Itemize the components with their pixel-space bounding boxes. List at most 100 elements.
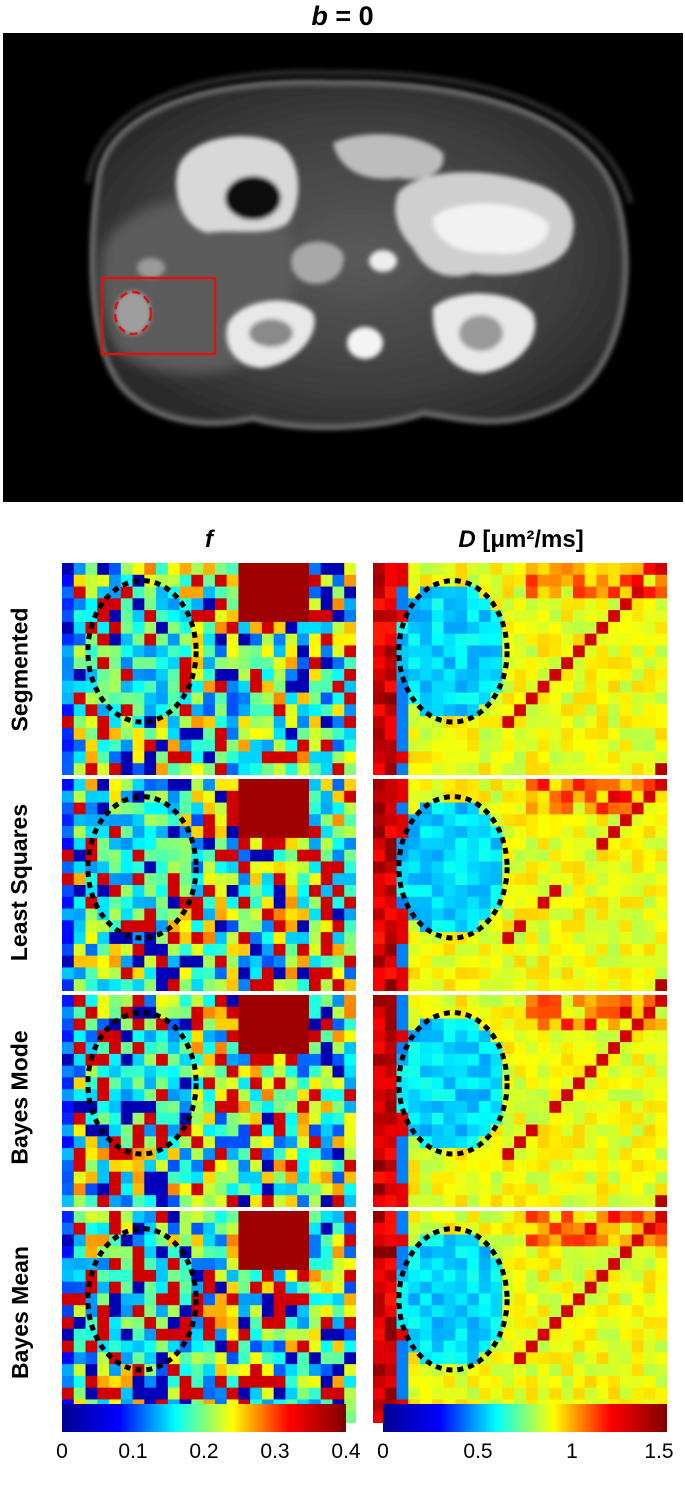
map-pixel [273,692,287,705]
map-pixel [62,1387,75,1401]
map-pixel [572,814,586,827]
map-pixel [373,1364,386,1377]
map-pixel [584,849,598,863]
map-pixel [373,1159,386,1173]
map-pixel [525,586,539,599]
map-pixel [619,669,633,682]
map-pixel [525,1364,539,1377]
map-pixel [132,1305,145,1318]
map-pixel [261,790,275,804]
map-pixel [572,586,586,599]
map-pixel [73,908,87,921]
map-pixel [250,1340,263,1353]
map-pixel [561,1281,574,1295]
map-pixel [250,1124,263,1137]
map-pixel [156,908,169,921]
map-pixel [73,861,87,874]
map-pixel [478,1053,492,1067]
map-pixel [191,1159,204,1173]
map-pixel [384,1171,398,1185]
map-pixel [373,1211,386,1224]
map-pixel [297,1006,310,1020]
map-pixel [238,1112,251,1126]
map-pixel [561,1269,574,1283]
map-pixel [420,861,433,874]
map-pixel [238,885,251,898]
map-pixel [537,979,550,991]
map-pixel [191,680,204,694]
map-pixel [332,1042,345,1055]
map-pixel [396,1030,409,1043]
map-pixel [238,1101,251,1114]
map-pixel [608,790,621,804]
map-pixel [572,621,586,635]
map-pixel [420,1077,433,1090]
map-pixel [73,826,87,839]
map-pixel [478,739,492,753]
map-pixel [420,873,433,886]
map-pixel [203,979,216,991]
map-pixel [226,1112,239,1126]
map-pixel [238,1042,251,1055]
map-pixel [408,955,421,969]
map-pixel [502,1018,515,1031]
map-pixel [455,657,468,670]
map-pixel [73,873,87,886]
map-pixel [179,645,192,658]
map-pixel [525,1006,539,1020]
map-pixel [455,1234,468,1247]
map-pixel [73,885,87,898]
map-pixel [467,779,480,792]
map-pixel [596,849,609,863]
map-pixel [608,1159,621,1173]
map-pixel [514,1222,527,1236]
map-pixel [320,1246,334,1259]
map-pixel [73,1375,87,1389]
map-pixel [443,1234,456,1247]
map-pixel [631,586,645,599]
map-pixel [250,669,263,682]
map-pixel [584,837,598,851]
map-pixel [203,1269,216,1283]
map-pixel [584,1222,598,1236]
map-pixel [332,1171,345,1185]
map-pixel [490,1159,503,1173]
map-pixel [332,645,345,658]
map-pixel [420,751,433,764]
map-pixel [120,680,134,694]
map-pixel [97,1258,110,1271]
map-pixel [144,1211,157,1224]
map-pixel [238,1258,251,1271]
map-pixel [655,1112,667,1126]
map-pixel [396,1136,409,1149]
map-pixel [514,920,527,933]
map-pixel [572,837,586,851]
map-pixel [226,826,239,839]
map-pixel [490,861,503,874]
map-pixel [514,1159,527,1173]
map-pixel [62,1077,75,1090]
map-pixel [320,1030,334,1043]
map-pixel [396,669,409,682]
map-pixel [214,967,228,980]
map-pixel [285,598,298,611]
map-pixel [455,1183,468,1196]
map-pixel [226,763,239,775]
map-pixel [572,932,586,945]
map-pixel [619,932,633,945]
map-pixel [396,1375,409,1389]
map-pixel [285,739,298,753]
map-pixel [226,1030,239,1043]
map-pixel [132,1089,145,1102]
map-pixel [144,1042,157,1055]
map-pixel [297,1211,310,1224]
map-pixel [584,1195,598,1207]
map-pixel [467,943,480,957]
map-pixel [203,1328,216,1342]
map-pixel [502,574,515,588]
map-pixel [514,763,527,775]
map-pixel [514,1089,527,1102]
map-pixel [525,849,539,863]
map-pixel [120,920,134,933]
map-pixel [226,727,239,741]
